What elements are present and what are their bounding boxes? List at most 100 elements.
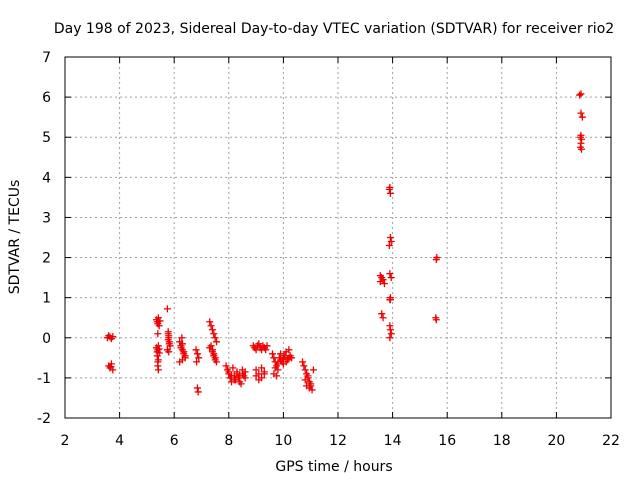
data-point — [230, 376, 238, 384]
chart-title: Day 198 of 2023, Sidereal Day-to-day VTE… — [54, 21, 614, 37]
data-point — [380, 280, 388, 288]
data-point — [225, 368, 233, 376]
data-point — [299, 358, 307, 366]
data-point — [282, 358, 290, 366]
data-point — [387, 330, 395, 338]
x-tick-label: 20 — [547, 433, 565, 449]
data-point — [178, 334, 186, 342]
data-point — [109, 333, 117, 341]
data-point — [577, 90, 585, 98]
data-point — [252, 372, 260, 380]
data-point — [277, 356, 285, 364]
x-tick-label: 14 — [384, 433, 402, 449]
data-point — [305, 384, 313, 392]
x-tick-label: 8 — [224, 433, 233, 449]
y-tick-label: 7 — [42, 50, 51, 66]
data-point — [433, 254, 441, 262]
data-point — [577, 131, 585, 139]
x-tick-label: 2 — [61, 433, 70, 449]
x-tick-label: 4 — [115, 433, 124, 449]
data-point — [255, 340, 263, 348]
data-point — [154, 330, 162, 338]
data-point — [255, 376, 263, 384]
data-point — [210, 352, 218, 360]
y-tick-label: -1 — [37, 371, 51, 387]
data-point — [154, 342, 162, 350]
data-point — [271, 364, 279, 372]
data-point — [578, 145, 586, 153]
data-point — [236, 372, 244, 380]
y-axis-label: SDTVAR / TECUs — [7, 180, 23, 295]
data-point — [252, 366, 260, 374]
data-point — [195, 354, 203, 362]
data-point — [379, 276, 387, 284]
data-point — [376, 272, 384, 280]
data-point — [285, 346, 293, 354]
data-point — [387, 238, 395, 246]
data-point — [387, 274, 395, 282]
y-tick-label: 1 — [42, 291, 51, 307]
data-point — [386, 296, 394, 304]
y-tick-label: 5 — [42, 130, 51, 146]
data-point — [193, 350, 201, 358]
data-point — [576, 91, 584, 99]
data-point — [155, 349, 163, 357]
data-point — [385, 242, 393, 250]
data-point — [241, 368, 249, 376]
data-point — [386, 234, 394, 241]
data-point — [154, 314, 162, 322]
data-point — [206, 318, 214, 326]
data-point — [386, 189, 394, 197]
data-point — [213, 338, 221, 346]
y-tick-label: 0 — [42, 331, 51, 347]
data-point — [379, 314, 387, 322]
data-point — [164, 328, 172, 336]
data-point — [165, 340, 173, 348]
data-point — [207, 322, 215, 330]
data-point — [285, 354, 293, 362]
data-point — [258, 364, 266, 372]
data-point — [163, 305, 171, 313]
y-tick-label: 2 — [42, 251, 51, 267]
data-point — [386, 183, 394, 191]
x-axis: 2 4 6 8 10 12 14 16 18 20 22 — [61, 57, 620, 449]
data-point — [263, 342, 271, 350]
data-point — [193, 358, 201, 366]
data-point — [228, 372, 236, 380]
data-point — [432, 316, 440, 324]
data-point — [307, 380, 315, 388]
data-point — [268, 350, 276, 358]
data-point — [192, 346, 200, 354]
data-point — [208, 348, 216, 356]
x-axis-label: GPS time / hours — [275, 459, 392, 475]
x-tick-label: 18 — [493, 433, 511, 449]
data-point — [165, 348, 173, 356]
y-tick-label: -2 — [37, 411, 51, 427]
data-point — [237, 380, 245, 388]
y-tick-label: 4 — [42, 170, 51, 186]
data-point — [178, 340, 186, 348]
y-tick-label: 3 — [42, 210, 51, 226]
data-point — [210, 330, 218, 338]
data-point — [107, 363, 115, 371]
data-point — [241, 374, 249, 382]
grid — [65, 57, 611, 418]
data-point — [229, 364, 237, 372]
data-point — [208, 326, 216, 334]
data-point — [181, 352, 189, 360]
data-point — [301, 376, 309, 384]
data-point — [206, 344, 214, 352]
data-point — [178, 356, 186, 364]
data-point — [211, 356, 219, 364]
x-tick-label: 6 — [170, 433, 179, 449]
data-point — [180, 348, 188, 356]
data-point — [193, 384, 201, 392]
y-tick-label: 6 — [42, 90, 51, 106]
data-point — [262, 346, 270, 354]
data-point — [222, 362, 230, 370]
data-point — [386, 334, 394, 342]
data-point — [154, 356, 162, 364]
data-point — [578, 113, 586, 121]
data-points — [103, 90, 586, 396]
